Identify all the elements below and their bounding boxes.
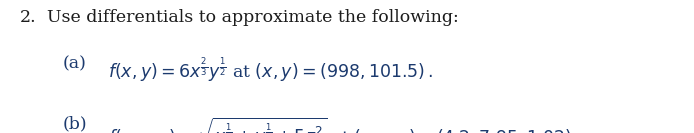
Text: $f(x, y) = 6x^{\frac{2}{3}}y^{\frac{1}{2}}$ at $(x, y) = (998, 101.5)\,.$: $f(x, y) = 6x^{\frac{2}{3}}y^{\frac{1}{2… [108, 56, 433, 84]
Text: (a): (a) [62, 56, 86, 73]
Text: Use differentials to approximate the following:: Use differentials to approximate the fol… [47, 9, 459, 26]
Text: $f(x, y, z) = \sqrt{x^{\frac{1}{2}} + y^{\frac{1}{3}} + 5z^{2}}$ at $(x, y, z) =: $f(x, y, z) = \sqrt{x^{\frac{1}{2}} + y^… [108, 116, 579, 133]
Text: (b): (b) [62, 116, 87, 133]
Text: 2.: 2. [19, 9, 36, 26]
